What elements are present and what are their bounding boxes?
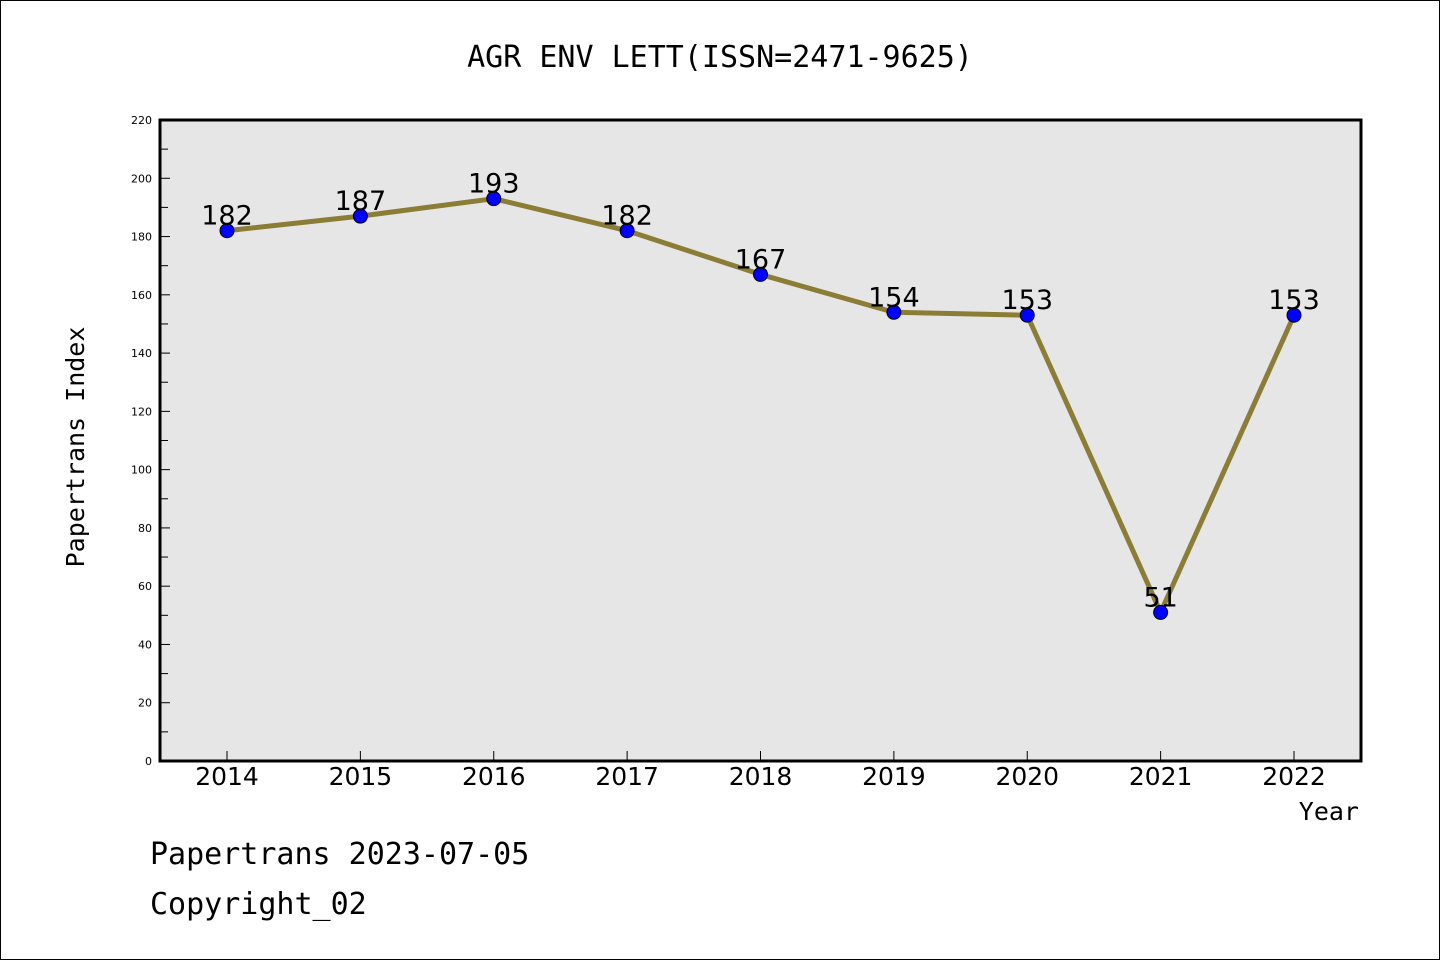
data-label: 167 (735, 244, 787, 275)
y-tick-label: 140 (131, 347, 152, 360)
x-axis-label: Year (1299, 797, 1359, 826)
data-label: 153 (1001, 285, 1053, 316)
data-label: 182 (601, 201, 653, 232)
data-labels: 182 187 193 182 167 154 153 51 153 (201, 169, 1320, 614)
data-point (352, 208, 368, 224)
data-label: 187 (335, 186, 387, 217)
y-tick-label: 120 (131, 405, 152, 418)
y-tick-label: 200 (131, 172, 152, 185)
plot-area (158, 118, 1363, 763)
footer-copyright: Copyright_02 (150, 887, 367, 922)
x-tick-label: 2017 (595, 762, 659, 791)
footer-date: Papertrans 2023-07-05 (150, 837, 529, 872)
chart-title: AGR ENV LETT(ISSN=2471-9625) (467, 40, 973, 75)
data-point (219, 223, 235, 239)
x-tick-label: 2015 (329, 762, 393, 791)
y-tick-label: 20 (138, 697, 152, 710)
data-point (486, 191, 502, 207)
y-tick-label: 160 (131, 289, 152, 302)
data-label: 154 (868, 282, 920, 313)
y-axis-ticks: 0 20 40 60 80 100 120 140 160 180 200 220 (131, 114, 170, 768)
y-tick-label: 220 (131, 114, 152, 127)
data-point (1153, 604, 1169, 620)
data-label: 193 (468, 169, 520, 200)
data-label: 51 (1143, 582, 1177, 613)
x-tick-label: 2019 (862, 762, 926, 791)
data-point (1286, 307, 1302, 323)
data-points (219, 191, 1302, 620)
data-point (886, 304, 902, 320)
x-tick-label: 2022 (1262, 762, 1326, 791)
x-tick-label: 2018 (729, 762, 793, 791)
y-tick-label: 80 (138, 522, 152, 535)
x-tick-label: 2021 (1129, 762, 1193, 791)
y-axis-label: Papertrans Index (61, 327, 90, 568)
data-point (753, 266, 768, 282)
y-tick-label: 40 (138, 638, 152, 651)
x-axis-ticks: 2014 2015 2016 2017 2018 2019 2020 2021 2022 (195, 751, 1326, 791)
y-tick-label: 180 (131, 231, 152, 244)
x-tick-label: 2016 (462, 762, 526, 791)
y-tick-label: 60 (138, 580, 152, 593)
x-tick-label: 2014 (195, 762, 259, 791)
data-label: 153 (1268, 285, 1320, 316)
data-label: 182 (201, 201, 253, 232)
y-tick-label: 100 (131, 464, 152, 477)
data-point (1019, 307, 1035, 323)
x-tick-label: 2020 (995, 762, 1059, 791)
data-point (619, 223, 635, 239)
y-tick-label: 0 (145, 755, 152, 768)
